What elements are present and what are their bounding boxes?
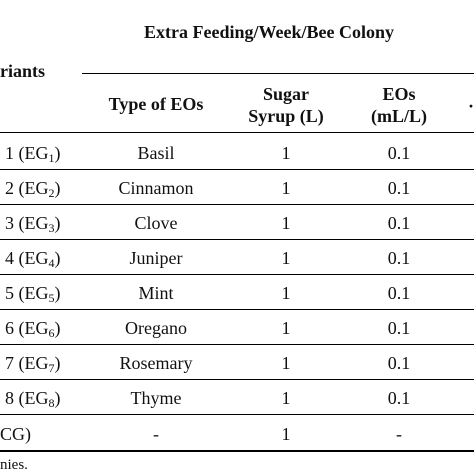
col-header-sugar-line2: Syrup (L) [248,106,324,126]
row-divider [0,239,474,240]
sugar-cell: 1 [281,424,291,444]
col-header-cut: · [468,96,474,116]
eos-cell: 0.1 [387,318,411,338]
sugar-cell: 1 [281,283,291,303]
variants-header: riants [0,61,45,81]
variant-cell: 6 (EG6) [5,318,61,340]
eos-cell: 0.1 [387,143,411,163]
variant-cell: 1 (EG1) [5,143,61,165]
row-divider [0,379,474,380]
eos-cell: 0.1 [387,178,411,198]
sugar-cell: 1 [281,318,291,338]
type-cell: Mint [138,283,174,303]
sugar-cell: 1 [281,178,291,198]
col-header-eos-line1: EOs [382,84,416,104]
col-header-eos-line2: (mL/L) [371,106,427,126]
variant-cell: 7 (EG7) [5,353,61,375]
row-divider [0,309,474,310]
group-title: Extra Feeding/Week/Bee Colony [144,22,394,42]
sugar-cell: 1 [281,353,291,373]
header-group-rule [82,73,474,74]
variant-cell: 5 (EG5) [5,283,61,305]
eos-cell: 0.1 [387,283,411,303]
eos-cell: - [396,424,402,444]
row-divider [0,274,474,275]
sugar-cell: 1 [281,388,291,408]
table-bottom-rule [0,450,474,452]
type-cell: - [153,424,159,444]
row-divider [0,344,474,345]
variant-cell: 3 (EG3) [5,213,61,235]
sugar-cell: 1 [281,213,291,233]
row-divider [0,204,474,205]
type-cell: Rosemary [119,353,193,373]
eos-cell: 0.1 [387,248,411,268]
type-cell: Cinnamon [118,178,194,198]
type-cell: Juniper [129,248,183,268]
sugar-cell: 1 [281,248,291,268]
col-header-type: Type of EOs [108,94,204,114]
eos-cell: 0.1 [387,388,411,408]
header-bottom-rule [0,132,474,133]
variant-cell: 2 (EG2) [5,178,61,200]
row-divider [0,169,474,170]
footnote: nies. [0,457,28,473]
type-cell: Oregano [125,318,187,338]
type-cell: Thyme [130,388,182,408]
variant-cell: 4 (EG4) [5,248,61,270]
variant-cell: 8 (EG8) [5,388,61,410]
variant-cell: CG) [0,424,31,444]
type-cell: Clove [134,213,178,233]
row-divider [0,414,474,415]
type-cell: Basil [137,143,175,163]
eos-cell: 0.1 [387,353,411,373]
col-header-sugar-line1: Sugar [262,84,310,104]
sugar-cell: 1 [281,143,291,163]
eos-cell: 0.1 [387,213,411,233]
